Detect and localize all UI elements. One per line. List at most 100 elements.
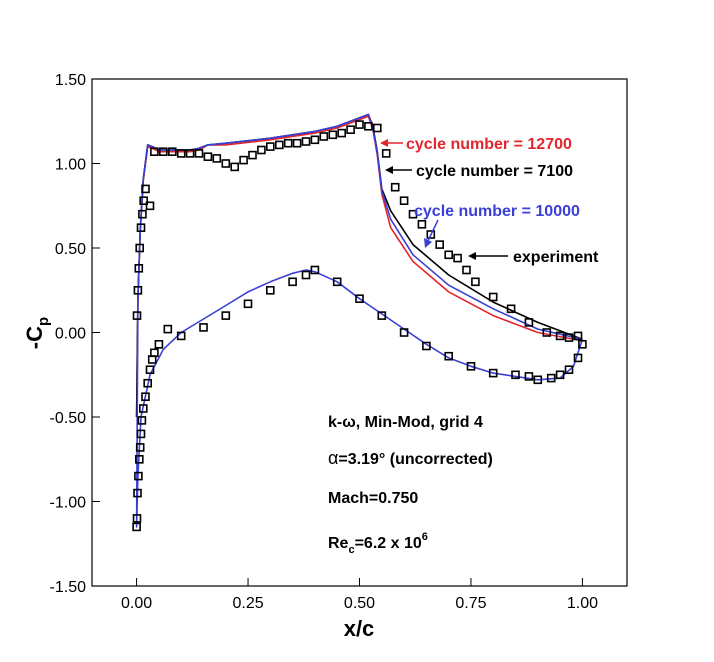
experiment-point	[150, 147, 159, 156]
experiment-point	[399, 328, 409, 337]
experiment-point	[145, 365, 155, 375]
y-axis-title: -Cp	[22, 317, 52, 349]
experiment-point	[310, 135, 320, 145]
experiment-point	[573, 353, 583, 363]
experiment-point	[265, 142, 275, 151]
experiment-point	[134, 263, 144, 273]
experiment-point	[288, 277, 297, 287]
alpha-symbol: α	[328, 448, 338, 468]
experiment-point	[372, 123, 382, 133]
experiment-point	[564, 365, 574, 375]
experiment-point	[328, 130, 338, 140]
arrow-head-10000	[424, 238, 432, 248]
experiment-point	[203, 152, 213, 161]
experiment-point	[221, 311, 231, 320]
series-line-0	[135, 115, 583, 418]
experiment-point	[453, 253, 462, 263]
experiment-point	[555, 370, 565, 380]
experiment-point	[524, 318, 534, 327]
experiment-point	[332, 277, 342, 287]
experiment-point	[381, 149, 391, 158]
experiment-point	[132, 311, 142, 320]
experiment-point	[230, 162, 239, 172]
experiment-point	[555, 331, 565, 341]
experiment-point	[488, 292, 498, 302]
experiment-point	[145, 201, 155, 211]
experiment-point	[143, 378, 152, 388]
y-tick-label: 1.00	[55, 157, 86, 174]
experiment-point	[212, 154, 222, 163]
arrow-head-experiment	[468, 252, 476, 260]
experiment-point	[283, 138, 293, 148]
experiment-point	[301, 270, 311, 280]
note-turbulence-model: k-ω, Min-Mod, grid 4	[328, 414, 483, 431]
experiment-point	[301, 137, 311, 146]
experiment-point	[139, 404, 148, 413]
experiment-point	[435, 240, 445, 249]
experiment-point	[542, 328, 552, 337]
experiment-point	[444, 250, 454, 260]
experiment-point	[136, 429, 146, 439]
experiment-point	[377, 311, 387, 320]
x-tick-label: 0.75	[455, 595, 486, 612]
experiment-point	[417, 220, 427, 229]
experiment-point	[265, 285, 275, 295]
experiment-point	[159, 147, 168, 156]
experiment-point	[444, 351, 454, 361]
experiment-point	[319, 132, 329, 141]
experiment-point	[185, 149, 195, 158]
experiment-point	[154, 339, 164, 349]
experiment-point	[243, 299, 253, 309]
axis-ticks: 0.00 0.25 0.50 0.75 1.00 -1.50 -1.00 -0.50 0.00 0…	[50, 72, 599, 612]
label-cycle-7100: cycle number = 7100	[416, 163, 573, 180]
experiment-point	[132, 514, 142, 523]
experiment-point	[408, 209, 418, 219]
experiment-point	[462, 265, 471, 275]
experiment-point	[533, 375, 543, 385]
experiment-point	[337, 128, 347, 138]
experiment-point	[168, 147, 177, 156]
experiment-point	[248, 150, 257, 160]
x-axis-title: x/c	[344, 616, 375, 641]
x-tick-label: 0.50	[344, 595, 375, 612]
experiment-point	[578, 339, 587, 349]
experiment-point	[511, 370, 520, 380]
y-tick-label: -1.00	[50, 495, 87, 512]
experiment-point	[176, 149, 186, 158]
experiment-point	[239, 155, 248, 165]
experiment-point	[524, 372, 534, 381]
experiment-point	[163, 324, 173, 334]
experiment-point	[355, 120, 364, 129]
y-axis-title-sub: p	[35, 317, 52, 326]
legend-labels: cycle number = 12700 cycle number = 7100…	[380, 136, 599, 266]
y-tick-label: 0.50	[55, 241, 86, 258]
note-angle-of-attack: α=3.19° (uncorrected)	[328, 448, 493, 468]
note-reynolds: Rec=6.2 x 106	[328, 531, 428, 556]
experiment-point	[390, 182, 400, 192]
re-value: =6.2 x 10	[355, 535, 422, 552]
experiment-point	[506, 304, 516, 314]
experiment-point	[221, 159, 231, 168]
re-exponent: 6	[422, 531, 428, 543]
experiment-point	[133, 285, 143, 295]
experiment-point	[194, 149, 204, 158]
arrow-head-7100	[385, 166, 393, 174]
experiment-point	[199, 323, 208, 332]
experiment-point	[573, 331, 583, 341]
label-cycle-12700: cycle number = 12700	[406, 136, 572, 153]
experiment-markers	[132, 120, 587, 532]
experiment-point	[150, 348, 159, 358]
x-tick-label: 0.25	[232, 595, 263, 612]
experiment-point	[135, 443, 145, 452]
experiment-point	[466, 361, 476, 371]
experiment-point	[488, 368, 498, 378]
experiment-point	[136, 223, 146, 232]
experiment-point	[399, 196, 409, 205]
experiment-point	[137, 416, 147, 425]
experiment-point	[138, 209, 147, 219]
experiment-point	[346, 125, 355, 134]
experiment-point	[257, 145, 266, 155]
experiment-point	[132, 522, 141, 532]
conditions-note: k-ω, Min-Mod, grid 4 α=3.19° (uncorrecte…	[328, 414, 493, 556]
